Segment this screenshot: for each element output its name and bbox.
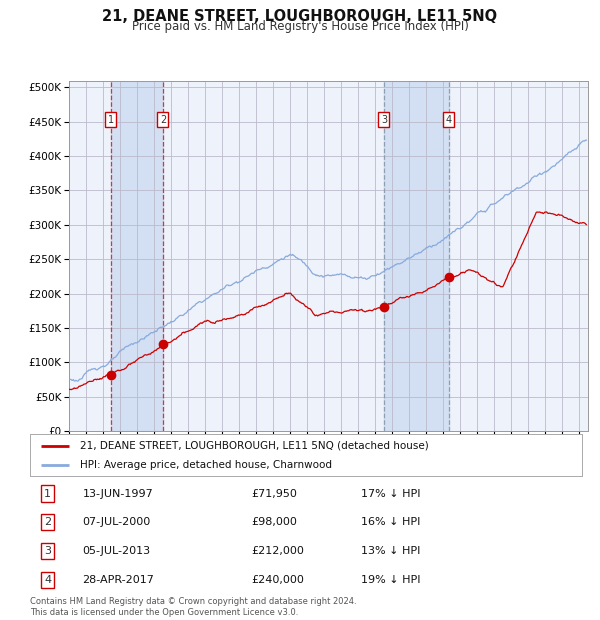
Text: HPI: Average price, detached house, Charnwood: HPI: Average price, detached house, Char… <box>80 460 332 470</box>
Text: Contains HM Land Registry data © Crown copyright and database right 2024.
This d: Contains HM Land Registry data © Crown c… <box>30 598 356 617</box>
Text: 13-JUN-1997: 13-JUN-1997 <box>82 489 153 498</box>
Text: 05-JUL-2013: 05-JUL-2013 <box>82 546 151 556</box>
Text: 3: 3 <box>381 115 387 125</box>
Text: 3: 3 <box>44 546 51 556</box>
Text: 21, DEANE STREET, LOUGHBOROUGH, LE11 5NQ: 21, DEANE STREET, LOUGHBOROUGH, LE11 5NQ <box>103 9 497 24</box>
Text: 17% ↓ HPI: 17% ↓ HPI <box>361 489 421 498</box>
Text: 4: 4 <box>446 115 452 125</box>
Text: 16% ↓ HPI: 16% ↓ HPI <box>361 517 421 527</box>
Text: 2: 2 <box>44 517 51 527</box>
Text: £212,000: £212,000 <box>251 546 304 556</box>
Text: 28-APR-2017: 28-APR-2017 <box>82 575 154 585</box>
Text: 1: 1 <box>107 115 114 125</box>
Text: 2: 2 <box>160 115 166 125</box>
Text: 07-JUL-2000: 07-JUL-2000 <box>82 517 151 527</box>
Text: 1: 1 <box>44 489 51 498</box>
Text: £71,950: £71,950 <box>251 489 296 498</box>
Bar <box>384 81 449 431</box>
Text: 19% ↓ HPI: 19% ↓ HPI <box>361 575 421 585</box>
Text: Price paid vs. HM Land Registry's House Price Index (HPI): Price paid vs. HM Land Registry's House … <box>131 20 469 33</box>
Bar <box>110 81 163 431</box>
Text: 13% ↓ HPI: 13% ↓ HPI <box>361 546 421 556</box>
Text: £98,000: £98,000 <box>251 517 296 527</box>
Text: 4: 4 <box>44 575 51 585</box>
Text: £240,000: £240,000 <box>251 575 304 585</box>
Text: 21, DEANE STREET, LOUGHBOROUGH, LE11 5NQ (detached house): 21, DEANE STREET, LOUGHBOROUGH, LE11 5NQ… <box>80 441 428 451</box>
